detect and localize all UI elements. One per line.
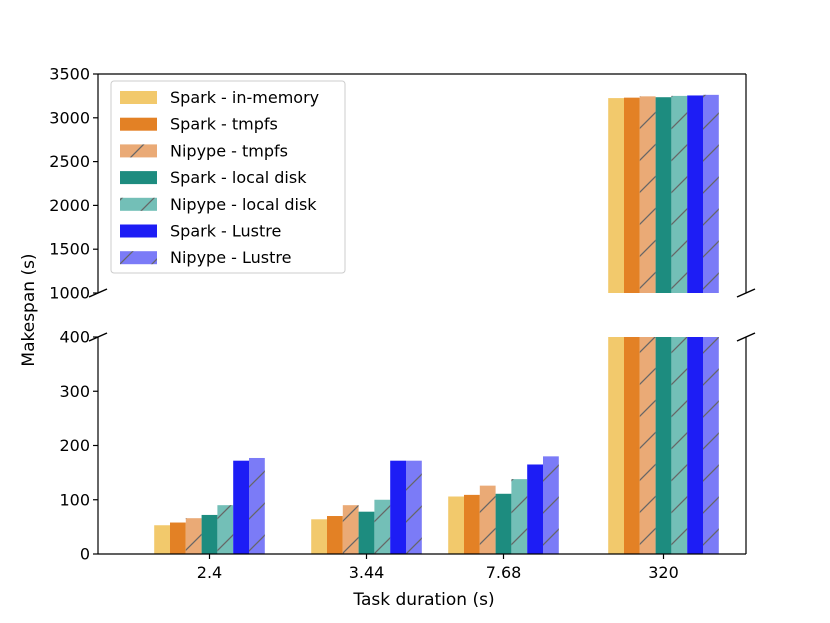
bar-lower-0-0 bbox=[154, 525, 170, 554]
legend-label-6: Nipype - Lustre bbox=[170, 248, 291, 267]
bar-hatch-lower-1-6 bbox=[406, 460, 422, 554]
bar-hatch-lower-1-4 bbox=[374, 499, 391, 554]
legend-label-1: Spark - tmpfs bbox=[170, 115, 278, 134]
bar-hatch-lower-0-4 bbox=[217, 505, 234, 554]
bar-hatch-lower-2-4 bbox=[511, 479, 528, 554]
legend-label-2: Nipype - tmpfs bbox=[170, 141, 288, 160]
lower-ytick-label-0: 0 bbox=[80, 545, 90, 564]
bar-lower-3-0 bbox=[608, 337, 624, 554]
upper-ytick-label-2: 2000 bbox=[49, 196, 90, 215]
bar-upper-3-1 bbox=[624, 97, 640, 294]
bar-hatch-lower-2-6 bbox=[543, 456, 559, 554]
bar-lower-0-5 bbox=[233, 460, 249, 554]
legend-swatch-3 bbox=[120, 171, 157, 185]
bar-lower-2-5 bbox=[527, 464, 543, 554]
xtick-label-0: 2.4 bbox=[197, 563, 222, 582]
lower-panel-bars bbox=[154, 337, 719, 554]
bar-lower-1-5 bbox=[390, 460, 406, 554]
bar-hatch-lower-3-6 bbox=[703, 337, 719, 554]
lower-ytick-label-1: 100 bbox=[59, 490, 90, 509]
upper-y-axis-ticks: 1000 1500 2000 2500 3000 3500 bbox=[49, 65, 98, 303]
upper-ytick-label-5: 3500 bbox=[49, 65, 90, 84]
lower-ytick-label-3: 300 bbox=[59, 382, 90, 401]
bar-lower-2-3 bbox=[495, 493, 512, 554]
bar-lower-3-5 bbox=[687, 337, 703, 554]
bar-hatch-upper-3-6 bbox=[703, 94, 719, 293]
xtick-label-1: 3.44 bbox=[349, 563, 385, 582]
lower-ytick-label-2: 200 bbox=[59, 436, 90, 455]
bar-lower-3-3 bbox=[655, 337, 672, 554]
bar-upper-3-0 bbox=[608, 98, 624, 293]
legend-label-5: Spark - Lustre bbox=[170, 222, 281, 241]
legend-label-0: Spark - in-memory bbox=[170, 88, 319, 107]
lower-y-axis-ticks: 0 100 200 300 400 bbox=[59, 328, 98, 564]
bar-lower-0-3 bbox=[201, 514, 218, 554]
bar-lower-2-1 bbox=[464, 494, 480, 554]
upper-panel-bars bbox=[608, 94, 719, 294]
bar-lower-2-0 bbox=[448, 496, 464, 554]
legend-label-3: Spark - local disk bbox=[170, 168, 307, 187]
x-axis-title: Task duration (s) bbox=[352, 590, 494, 610]
bar-hatch-upper-3-4 bbox=[671, 95, 688, 294]
upper-ytick-label-4: 3000 bbox=[49, 108, 90, 127]
x-axis-ticks: 2.4 3.44 7.68 320 bbox=[197, 554, 679, 582]
axis-break-mark-upper-right bbox=[736, 288, 756, 298]
bar-hatch-upper-3-2 bbox=[639, 96, 656, 293]
legend-frame bbox=[110, 80, 346, 274]
upper-ytick-label-0: 1000 bbox=[49, 284, 90, 303]
legend-swatch-hatch-2 bbox=[120, 144, 157, 158]
legend-swatch-0 bbox=[120, 91, 157, 104]
y-axis-title: Makespan (s) bbox=[19, 253, 39, 366]
bar-lower-1-1 bbox=[327, 516, 343, 554]
legend-swatch-1 bbox=[120, 117, 157, 131]
legend-swatch-hatch-6 bbox=[120, 251, 157, 265]
legend-swatch-hatch-4 bbox=[120, 197, 157, 211]
bar-hatch-lower-0-6 bbox=[249, 457, 265, 554]
legend-label-4: Nipype - local disk bbox=[170, 195, 317, 214]
legend: Spark - in-memory Spark - tmpfs Nipype - t… bbox=[110, 80, 346, 274]
bar-hatch-lower-0-2 bbox=[185, 518, 202, 554]
bar-lower-1-3 bbox=[358, 511, 375, 554]
legend-swatch-5 bbox=[120, 224, 157, 238]
axis-break-mark-lower-right bbox=[736, 332, 756, 342]
upper-ytick-label-1: 1500 bbox=[49, 240, 90, 259]
bar-hatch-lower-1-2 bbox=[342, 505, 359, 554]
lower-ytick-label-4: 400 bbox=[59, 328, 90, 347]
bar-upper-3-5 bbox=[687, 95, 703, 294]
bar-lower-3-1 bbox=[624, 337, 640, 554]
bar-hatch-lower-3-4 bbox=[671, 337, 688, 554]
bar-hatch-lower-2-2 bbox=[479, 485, 496, 554]
xtick-label-3: 320 bbox=[648, 563, 679, 582]
bar-hatch-lower-3-2 bbox=[639, 337, 656, 554]
bar-lower-0-1 bbox=[170, 522, 186, 554]
xtick-label-2: 7.68 bbox=[486, 563, 522, 582]
bar-lower-1-0 bbox=[311, 519, 327, 554]
upper-ytick-label-3: 2500 bbox=[49, 152, 90, 171]
bar-upper-3-3 bbox=[655, 97, 672, 294]
